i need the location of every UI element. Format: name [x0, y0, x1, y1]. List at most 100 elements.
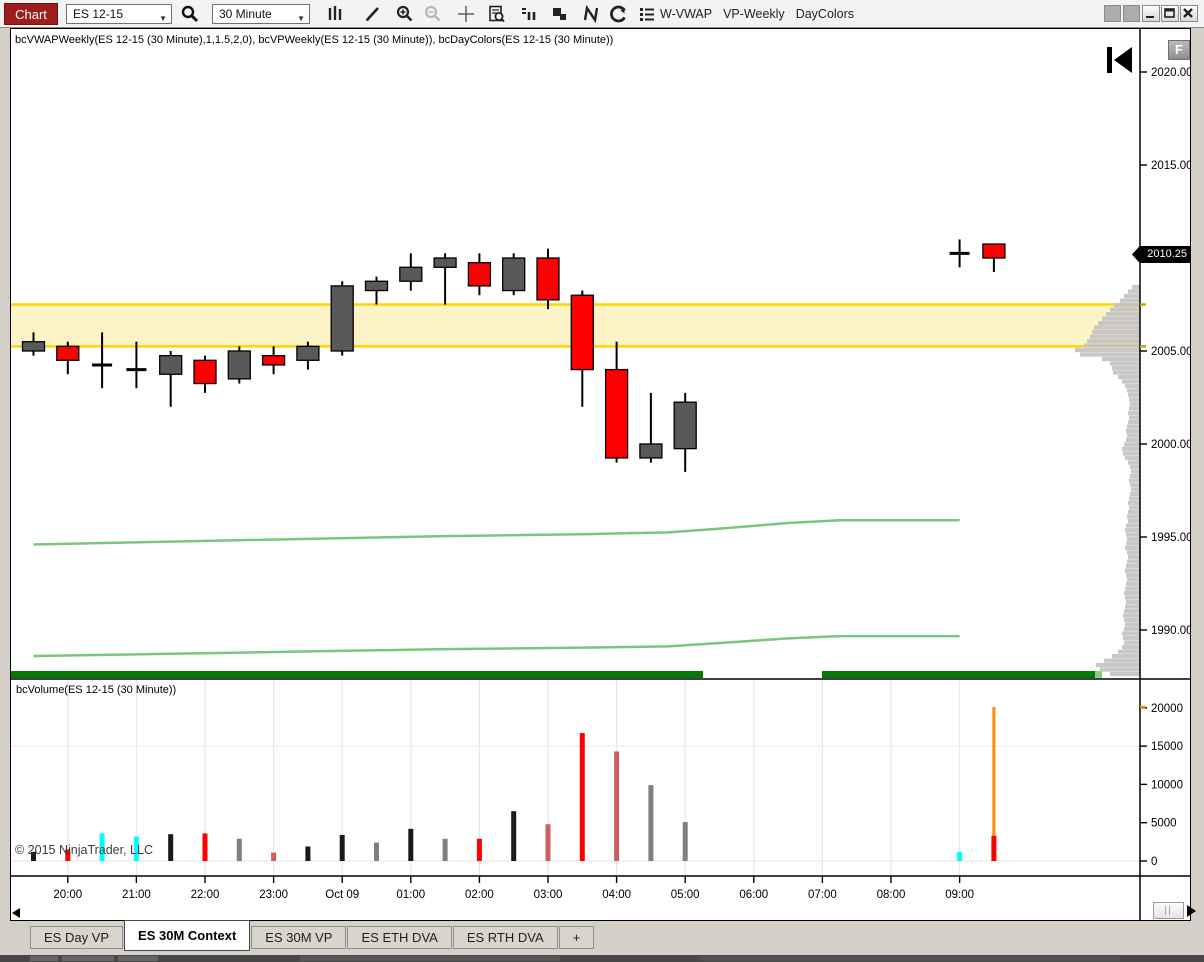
volume-bar: [236, 838, 242, 861]
interval-link-button[interactable]: [1123, 5, 1140, 22]
volume-profile-row: [1126, 582, 1140, 587]
volume-axis-label: 0: [1151, 856, 1157, 868]
volume-profile-row: [1110, 307, 1140, 312]
tab-es-30m-context[interactable]: ES 30M Context: [124, 920, 251, 951]
time-axis-label: 23:00: [259, 889, 288, 901]
shortcut-w-vwap[interactable]: W-VWAP: [660, 7, 713, 21]
volume-profile-row: [1118, 649, 1140, 654]
volume-profile-row: [1129, 496, 1140, 501]
bar-spacing-icon[interactable]: [519, 4, 539, 24]
day-color-session-bar: [11, 671, 703, 678]
chart-trader-collapse-icon[interactable]: [1105, 45, 1135, 80]
volume-profile-row: [1112, 654, 1140, 659]
volume-profile-row: [1122, 379, 1140, 384]
volume-profile-row: [1125, 595, 1140, 600]
reload-icon[interactable]: [609, 4, 629, 24]
instrument-search-icon[interactable]: [180, 4, 200, 24]
minimize-button[interactable]: [1142, 5, 1160, 22]
interval-selector[interactable]: 30 Minute ▼: [212, 4, 310, 24]
candle: [502, 253, 526, 296]
time-axis-label: 05:00: [671, 889, 700, 901]
volume-profile-row: [1131, 469, 1140, 474]
volume-profile-row: [1125, 586, 1140, 591]
volume-bar: [992, 707, 996, 861]
volume-bar: [957, 851, 963, 861]
tab-es-eth-dva[interactable]: ES ETH DVA: [347, 926, 452, 949]
scroll-left-arrow-icon[interactable]: [12, 908, 20, 918]
volume-profile-row: [1126, 438, 1140, 443]
candle: [92, 332, 113, 389]
volume-profile-row: [1110, 361, 1140, 366]
drawing-tools-pencil-icon[interactable]: [363, 4, 383, 24]
candle: [330, 281, 354, 356]
tab-es-day-vp[interactable]: ES Day VP: [30, 926, 124, 949]
volume-profile-row: [1084, 343, 1140, 348]
volume-profile-row: [1127, 388, 1140, 393]
instrument-value: ES 12-15: [73, 7, 124, 21]
time-axis-label: 22:00: [191, 889, 220, 901]
chart-client-area[interactable]: 2020.00 2015.00 2005.00 2000.00 1995.00 1990.…: [10, 28, 1196, 921]
volume-bar: [133, 836, 139, 861]
volume-bar: [408, 828, 414, 861]
volume-profile-row: [1128, 519, 1140, 524]
chart-style-icon[interactable]: [326, 4, 346, 24]
tab-es-rth-dva[interactable]: ES RTH DVA: [452, 926, 558, 949]
time-axis-label: 07:00: [808, 889, 837, 901]
vwap-deviation-line-lower: [33, 634, 960, 658]
instrument-selector[interactable]: ES 12-15 ▼: [66, 4, 172, 24]
volume-profile-row: [1092, 330, 1140, 335]
properties-list-icon[interactable]: [637, 4, 657, 24]
candle: [536, 248, 560, 310]
crosshair-icon[interactable]: [456, 4, 476, 24]
last-price-marker: 2010.25: [1132, 246, 1191, 263]
close-icon[interactable]: [1180, 5, 1198, 22]
shortcut-daycolors[interactable]: DayColors: [795, 7, 855, 21]
candle: [399, 253, 423, 291]
scroll-right-arrow-icon[interactable]: [1187, 905, 1196, 917]
tab--[interactable]: +: [558, 926, 595, 949]
volume-profile-row: [1126, 429, 1140, 434]
panels-icon[interactable]: [550, 4, 570, 24]
volume-bar: [682, 821, 688, 861]
zoom-in-icon[interactable]: [395, 4, 415, 24]
time-axis-grip[interactable]: [1153, 902, 1184, 919]
volume-profile-row: [1124, 618, 1140, 623]
volume-profile-row: [1132, 285, 1140, 290]
candle: [673, 392, 697, 472]
time-axis-label: 21:00: [122, 889, 151, 901]
price-axis-f-button[interactable]: F: [1168, 40, 1190, 60]
candle: [949, 239, 970, 268]
volume-bar: [511, 811, 517, 861]
price-axis-label: 2020.00: [1151, 67, 1190, 79]
chart-canvas[interactable]: 2020.00 2015.00 2005.00 2000.00 1995.00 1990.…: [11, 29, 1190, 920]
volume-profile-row: [1129, 415, 1140, 420]
taskbar-item: [62, 956, 114, 961]
chart-window-button[interactable]: Chart: [4, 3, 58, 25]
time-axis-label: 09:00: [945, 889, 974, 901]
restore-button[interactable]: [1161, 5, 1179, 22]
candle: [227, 346, 251, 384]
candle: [159, 351, 183, 407]
candle: [570, 290, 594, 407]
shortcut-vp-weekly[interactable]: VP-Weekly: [723, 7, 785, 21]
zoom-out-icon[interactable]: [423, 4, 443, 24]
taskbar-item: [700, 956, 1120, 961]
volume-profile-row: [1112, 366, 1140, 371]
volume-profile-row: [1104, 658, 1140, 663]
volume-profile-row: [1128, 411, 1140, 416]
data-box-icon[interactable]: [487, 4, 507, 24]
volume-profile-row: [1096, 663, 1140, 668]
volume-profile-row: [1075, 348, 1140, 353]
candle: [467, 253, 492, 296]
tab-es-30m-vp[interactable]: ES 30M VP: [251, 926, 347, 949]
volume-bar: [476, 838, 482, 861]
volume-profile-row: [1126, 523, 1140, 528]
volume-profile-row: [1128, 555, 1140, 560]
price-axis-label: 2005.00: [1151, 346, 1190, 358]
indicators-n-icon[interactable]: [581, 4, 601, 24]
volume-bar: [991, 835, 997, 861]
instrument-link-button[interactable]: [1104, 5, 1121, 22]
toolbar: Chart ES 12-15 ▼ 30 Minute ▼: [0, 0, 1204, 28]
volume-profile-row: [1123, 613, 1140, 618]
volume-panel-indicator-label: bcVolume(ES 12-15 (30 Minute)): [16, 684, 177, 696]
